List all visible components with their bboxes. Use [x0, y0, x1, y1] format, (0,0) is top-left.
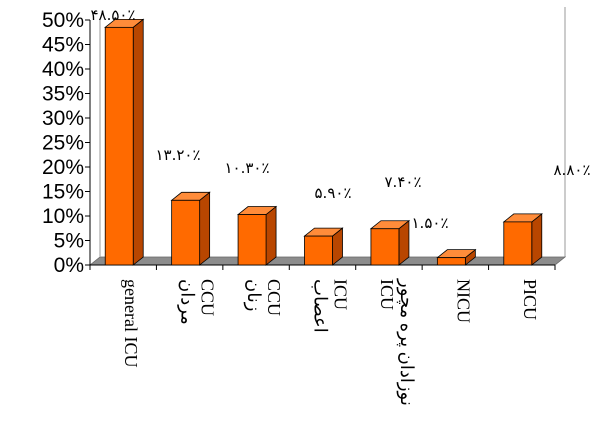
y-tick-label: 35% — [42, 83, 84, 106]
category-label-line: مردان — [177, 279, 198, 325]
category-label-line: CCU — [264, 279, 284, 316]
y-tick-label: 0% — [54, 254, 84, 277]
y-axis-ticks: 0%5%10%15%20%25%30%35%40%45%50% — [42, 9, 556, 277]
bar-side — [199, 191, 211, 266]
category-label: NICU — [453, 279, 473, 323]
bar-front — [104, 26, 134, 266]
category-label-line: ICU — [331, 279, 351, 310]
bar-side — [531, 213, 543, 266]
bar — [236, 205, 278, 266]
bar-front — [171, 199, 201, 266]
y-tick-label: 45% — [42, 34, 84, 57]
bar-side — [132, 18, 144, 266]
category-label-line: زنان — [243, 279, 264, 311]
bar — [369, 219, 411, 266]
y-tick-label: 40% — [42, 58, 84, 81]
category-label-line: نوزادان پره مچور — [396, 278, 417, 406]
bar — [104, 18, 145, 266]
y-tick-label: 5% — [54, 230, 84, 253]
category-label: PICU — [520, 279, 540, 320]
bar-side — [265, 205, 277, 266]
bar — [303, 227, 344, 266]
category-label-line: NICU — [453, 279, 473, 323]
bar-front — [503, 221, 533, 266]
bar-front — [370, 228, 400, 266]
category-label-line: ICU — [377, 279, 397, 310]
y-tick-label: 30% — [42, 107, 84, 130]
y-tick-label: 10% — [42, 205, 84, 228]
bar — [170, 191, 211, 266]
bars — [104, 18, 543, 266]
bar-front — [436, 257, 466, 266]
data-labels: ۴۸.۵۰٪ ۱۳.۲۰٪ ۱۰.۳۰٪ ۵.۹۰٪ ۷.۴۰٪ ۱.۵۰٪ ۸.۸۰٪ — [90, 6, 590, 232]
category-label-line: PICU — [520, 279, 540, 320]
data-label: ۱۳.۲۰٪ — [155, 146, 200, 164]
y-tick-label: 50% — [42, 9, 84, 32]
data-label: ۷.۴۰٪ — [385, 173, 422, 191]
category-label-line: CCU — [198, 279, 218, 316]
category-label: general ICU — [121, 279, 141, 367]
data-label: ۴۸.۵۰٪ — [90, 6, 135, 24]
y-tick-label: 15% — [42, 181, 84, 204]
chart-walls — [88, 7, 567, 266]
data-label: ۱.۵۰٪ — [412, 214, 449, 232]
bar — [436, 248, 477, 266]
data-label: ۵.۹۰٪ — [315, 184, 352, 202]
bar-front — [304, 235, 333, 266]
bar-front — [237, 214, 267, 266]
y-tick-label: 20% — [42, 156, 84, 179]
y-tick-label: 25% — [42, 132, 84, 155]
bar — [502, 213, 543, 266]
data-label: ۱۰.۳۰٪ — [224, 159, 269, 177]
data-label: ۸.۸۰٪ — [554, 161, 591, 179]
category-label-line: اعصاب — [311, 279, 331, 333]
category-label-line: general ICU — [121, 279, 141, 367]
